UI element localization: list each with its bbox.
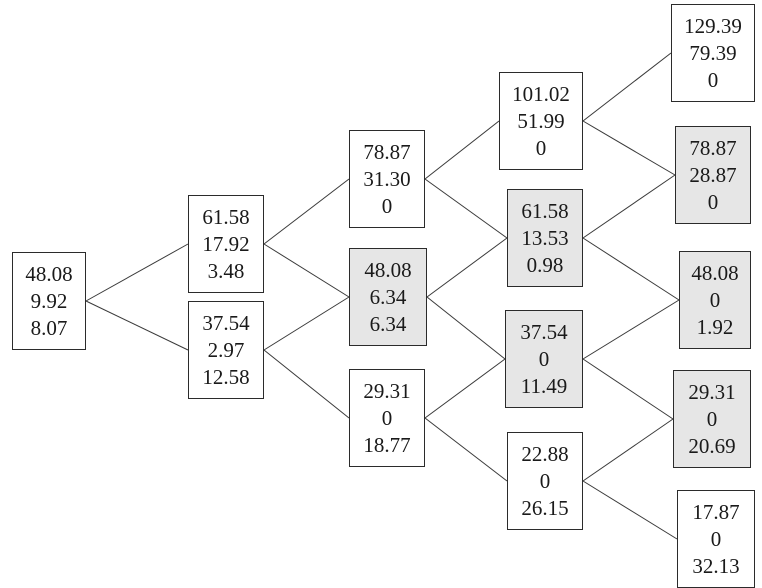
tree-edge [424, 417, 508, 482]
tree-node: 129.39 79.39 0 [671, 4, 755, 102]
tree-node: 78.87 28.87 0 [675, 126, 751, 224]
tree-node: 22.88 0 26.15 [507, 432, 583, 530]
tree-edge [263, 243, 350, 298]
tree-edge [582, 299, 680, 360]
tree-edge [582, 120, 676, 176]
node-value: 28.87 [689, 162, 737, 187]
node-value: 32.13 [692, 553, 740, 578]
node-value: 61.58 [202, 204, 250, 229]
tree-edge [582, 418, 674, 482]
tree-edge [424, 120, 500, 180]
tree-node: 29.31 0 20.69 [673, 370, 751, 468]
node-value: 20.69 [688, 433, 736, 458]
node-value: 78.87 [363, 139, 411, 164]
tree-edge [85, 300, 189, 351]
tree-node: 29.31 0 18.77 [349, 369, 425, 467]
tree-node: 48.08 9.92 8.07 [12, 252, 86, 350]
tree-edge [582, 174, 676, 239]
node-value: 48.08 [691, 260, 739, 285]
tree-node: 61.58 17.92 3.48 [188, 195, 264, 293]
tree-edge [582, 52, 672, 122]
tree-node: 48.08 6.34 6.34 [349, 248, 427, 346]
node-value: 9.92 [30, 288, 68, 313]
node-value: 2.97 [207, 337, 245, 362]
node-value: 79.39 [689, 40, 737, 65]
node-value: 12.58 [202, 364, 250, 389]
tree-edge [426, 296, 506, 360]
tree-edge [582, 358, 674, 420]
tree-node: 48.08 0 1.92 [679, 251, 751, 349]
node-value: 17.92 [202, 231, 250, 256]
node-value: 129.39 [684, 13, 742, 38]
node-value: 0 [709, 287, 721, 312]
node-value: 29.31 [363, 378, 411, 403]
tree-node: 61.58 13.53 0.98 [507, 189, 583, 287]
tree-edge [426, 237, 508, 298]
node-value: 0 [381, 193, 393, 218]
node-value: 0 [381, 405, 393, 430]
node-value: 31.30 [363, 166, 411, 191]
node-value: 0 [710, 526, 722, 551]
node-value: 0 [707, 67, 719, 92]
node-value: 3.48 [207, 258, 245, 283]
node-value: 29.31 [688, 379, 736, 404]
node-value: 0 [706, 406, 718, 431]
tree-node: 37.54 2.97 12.58 [188, 301, 264, 399]
tree-edge [263, 349, 350, 419]
tree-edge [582, 480, 678, 540]
node-value: 0.98 [526, 252, 564, 277]
node-value: 101.02 [512, 81, 570, 106]
tree-node: 37.54 0 11.49 [505, 310, 583, 408]
node-value: 51.99 [517, 108, 565, 133]
node-value: 0 [707, 189, 719, 214]
tree-edge [263, 296, 350, 351]
node-value: 0 [538, 346, 550, 371]
node-value: 6.34 [369, 284, 407, 309]
node-value: 6.34 [369, 311, 407, 336]
tree-edge [85, 243, 189, 302]
node-value: 78.87 [689, 135, 737, 160]
node-value: 17.87 [692, 499, 740, 524]
tree-node: 101.02 51.99 0 [499, 72, 583, 170]
tree-edge [424, 358, 506, 419]
node-value: 0 [539, 468, 551, 493]
node-value: 18.77 [363, 432, 411, 457]
node-value: 8.07 [30, 315, 68, 340]
node-value: 61.58 [521, 198, 569, 223]
node-value: 48.08 [364, 257, 412, 282]
node-value: 37.54 [520, 319, 568, 344]
tree-node: 78.87 31.30 0 [349, 130, 425, 228]
node-value: 48.08 [25, 261, 73, 286]
node-value: 13.53 [521, 225, 569, 250]
node-value: 22.88 [521, 441, 569, 466]
node-value: 26.15 [521, 495, 569, 520]
tree-edge [424, 178, 508, 239]
tree-node: 17.87 0 32.13 [677, 490, 755, 588]
node-value: 1.92 [696, 314, 734, 339]
tree-edge [582, 237, 680, 301]
tree-edge [263, 178, 350, 245]
node-value: 37.54 [202, 310, 250, 335]
node-value: 0 [535, 135, 547, 160]
node-value: 11.49 [520, 373, 568, 398]
